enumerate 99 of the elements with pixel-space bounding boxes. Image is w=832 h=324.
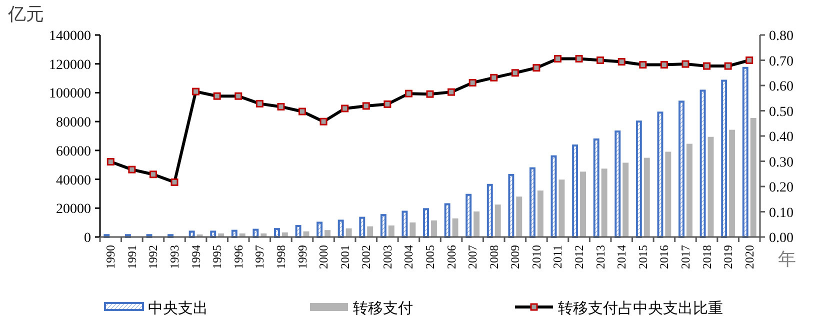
x-tick-label: 1991	[124, 245, 139, 269]
x-tick-label: 2011	[550, 245, 565, 269]
x-tick-label: 2020	[742, 245, 756, 269]
y2-tick-label: 0.10	[769, 206, 794, 221]
y2-tick-label: 0.40	[769, 130, 794, 145]
y-tick-label: 60000	[56, 144, 91, 160]
bar	[580, 172, 586, 237]
bar	[601, 168, 608, 237]
bar	[316, 222, 323, 238]
x-axis-title: 年	[778, 249, 796, 269]
y2-tick-label: 0.60	[769, 80, 794, 94]
bar	[665, 152, 672, 237]
x-tick-label: 2003	[380, 245, 394, 269]
y-tick-label: 100000	[49, 86, 91, 102]
bar	[444, 203, 450, 238]
x-tick-label: 2000	[316, 245, 331, 269]
bar	[558, 180, 565, 237]
bar	[657, 112, 664, 238]
bar	[295, 225, 302, 238]
bar	[622, 162, 629, 237]
bar	[636, 120, 642, 238]
bar	[721, 80, 728, 238]
y-tick-label: 40000	[56, 173, 91, 188]
y-tick-label: 20000	[56, 202, 91, 218]
bar	[188, 230, 195, 238]
bar	[338, 220, 344, 238]
bar	[529, 167, 536, 238]
bar	[359, 216, 366, 238]
bar	[410, 222, 416, 237]
bar	[593, 138, 600, 238]
y2-tick-label: 0.70	[769, 54, 794, 70]
x-tick-label: 1994	[188, 245, 203, 269]
x-tick-label: 1997	[252, 245, 267, 269]
bar	[346, 228, 352, 237]
x-tick-label: 2012	[572, 245, 586, 269]
y2-tick-label: 0.00	[769, 231, 794, 246]
x-tick-label: 2017	[678, 245, 692, 269]
x-tick-label: 2010	[529, 245, 544, 269]
y2-tick-label: 0.20	[769, 180, 794, 196]
bar	[550, 155, 557, 238]
bar	[402, 210, 408, 238]
x-tick-label: 2015	[636, 245, 650, 269]
bar	[380, 214, 386, 238]
x-tick-label: 1990	[104, 245, 118, 269]
x-tick-label: 2018	[700, 245, 714, 269]
x-tick-label: 2019	[721, 245, 736, 269]
y-tick-label: 0	[84, 231, 91, 246]
y2-tick-label: 0.80	[769, 29, 794, 44]
legend-label: 中央支出	[148, 300, 208, 317]
bar	[324, 230, 331, 237]
x-tick-label: 2009	[508, 245, 522, 269]
bar	[516, 196, 522, 237]
x-tick-label: 1992	[146, 245, 160, 269]
y-axis-title: 亿元	[7, 4, 44, 24]
bar	[537, 190, 544, 237]
bar	[508, 174, 514, 238]
x-tick-label: 2005	[423, 245, 437, 269]
bar	[686, 144, 692, 237]
bar	[466, 194, 472, 238]
y-tick-label: 140000	[49, 29, 91, 44]
x-tick-label: 1995	[210, 245, 224, 269]
legend-label: 转移支付	[353, 300, 413, 317]
x-tick-label: 2014	[614, 245, 629, 269]
x-tick-label: 1996	[231, 245, 246, 269]
bar	[729, 130, 736, 237]
bar	[678, 100, 684, 238]
bar	[742, 66, 748, 238]
bar	[367, 226, 374, 237]
bar	[486, 184, 493, 238]
x-tick-label: 2016	[657, 245, 672, 269]
bar	[474, 211, 480, 237]
bar	[274, 228, 280, 238]
x-tick-label: 1993	[168, 245, 182, 269]
y2-tick-label: 0.30	[769, 155, 794, 170]
x-tick-label: 2007	[466, 245, 480, 269]
bar	[388, 225, 394, 237]
x-tick-label: 2013	[593, 245, 608, 269]
bar	[572, 144, 578, 238]
x-tick-label: 2002	[359, 245, 374, 269]
y2-tick-label: 0.50	[769, 104, 794, 120]
x-tick-label: 1999	[295, 245, 310, 269]
x-tick-label: 2008	[486, 245, 501, 269]
x-tick-label: 1998	[274, 245, 288, 269]
x-tick-label: 2001	[338, 245, 352, 269]
x-tick-label: 2006	[444, 245, 458, 269]
legend-label: 转移支付占中央支出比重	[558, 300, 723, 317]
bar	[423, 208, 429, 238]
y-tick-label: 80000	[56, 116, 91, 131]
bar	[614, 130, 621, 238]
y-tick-label: 120000	[49, 58, 91, 73]
bar	[708, 136, 714, 237]
x-tick-label: 2004	[402, 245, 416, 269]
bar	[431, 220, 437, 237]
bar	[452, 218, 458, 237]
bar	[700, 90, 706, 238]
bar	[210, 230, 216, 238]
bar	[494, 204, 501, 237]
bar	[644, 158, 650, 237]
bar	[750, 118, 756, 237]
